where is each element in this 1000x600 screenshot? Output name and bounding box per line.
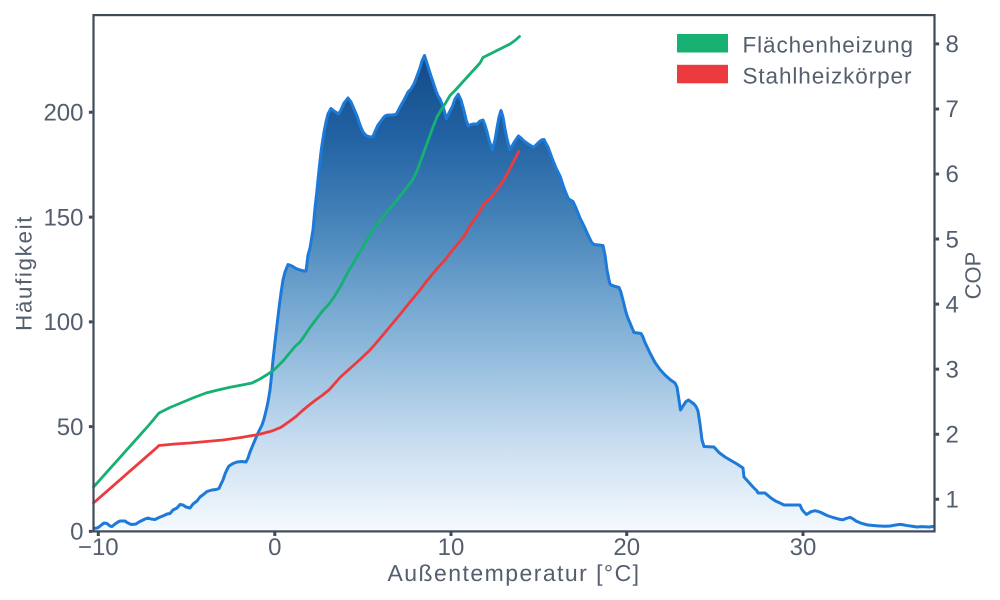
svg-text:100: 100 bbox=[43, 309, 83, 336]
svg-text:3: 3 bbox=[946, 356, 959, 383]
svg-text:0: 0 bbox=[70, 519, 83, 546]
svg-text:5: 5 bbox=[946, 226, 959, 253]
svg-text:0: 0 bbox=[268, 534, 281, 561]
svg-text:10: 10 bbox=[438, 534, 465, 561]
svg-text:Häufigkeit: Häufigkeit bbox=[12, 215, 37, 331]
svg-text:200: 200 bbox=[43, 100, 83, 127]
svg-text:50: 50 bbox=[57, 414, 84, 441]
svg-text:30: 30 bbox=[790, 534, 817, 561]
svg-text:8: 8 bbox=[946, 31, 959, 58]
svg-text:Stahlheizkörper: Stahlheizkörper bbox=[743, 63, 913, 88]
svg-text:2: 2 bbox=[946, 421, 959, 448]
svg-text:20: 20 bbox=[613, 534, 640, 561]
svg-text:Außentemperatur [°C]: Außentemperatur [°C] bbox=[388, 560, 641, 586]
svg-text:−10: −10 bbox=[78, 534, 119, 561]
svg-text:Flächenheizung: Flächenheizung bbox=[743, 33, 914, 58]
svg-text:1: 1 bbox=[946, 486, 959, 513]
svg-text:4: 4 bbox=[946, 291, 959, 318]
svg-text:7: 7 bbox=[946, 96, 959, 123]
svg-text:150: 150 bbox=[43, 204, 83, 231]
svg-text:COP: COP bbox=[961, 252, 986, 300]
svg-text:6: 6 bbox=[946, 161, 959, 188]
